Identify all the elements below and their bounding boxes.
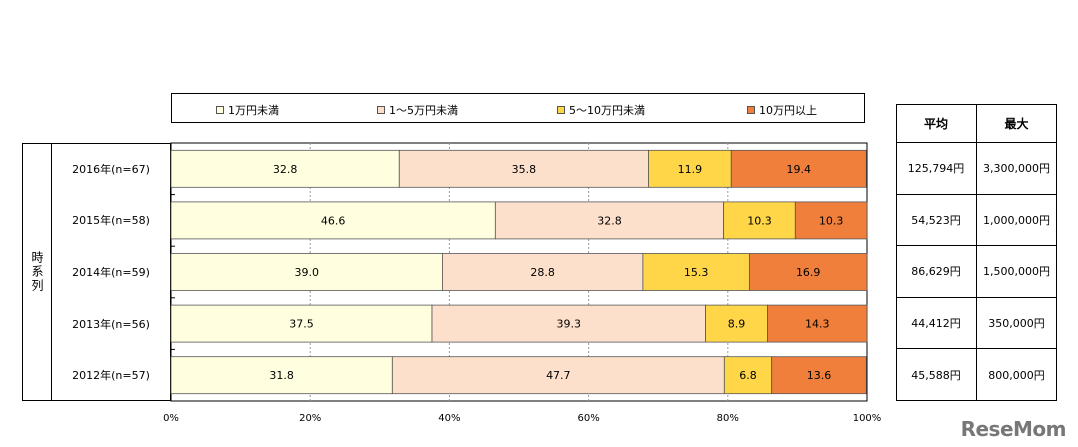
stats-value: 3,300,000円 [977, 143, 1057, 195]
bar-data-label: 14.3 [805, 318, 830, 331]
stats-header: 最大 [977, 104, 1057, 143]
bar-segment [431, 304, 706, 343]
bar-segment [648, 149, 732, 188]
legend-label: 10万円以上 [759, 104, 817, 117]
legend-swatch [557, 106, 565, 114]
bar-segment [391, 356, 725, 395]
bar-data-label: 35.8 [512, 163, 537, 176]
bar-segment [442, 253, 644, 291]
bar-segment [642, 253, 750, 291]
stats-value: 1,000,000円 [977, 194, 1057, 247]
row-label: 2015年(n=58) [72, 214, 150, 228]
legend-swatch [747, 106, 755, 114]
stats-header: 平均 [896, 104, 977, 143]
bar-segment [170, 253, 443, 291]
bar-data-label: 10.3 [747, 214, 772, 227]
legend-item: 10万円以上 [747, 102, 817, 118]
row-label: 2016年(n=67) [72, 162, 150, 176]
bar-segment [494, 201, 725, 240]
bar-segment [748, 253, 868, 291]
bar-data-label: 10.3 [819, 214, 844, 227]
bar-data-label: 39.0 [294, 266, 319, 279]
bar-data-label: 8.9 [728, 318, 746, 331]
stats-value: 45,588円 [896, 349, 977, 401]
bar-segment [170, 201, 496, 240]
bar-data-label: 37.5 [289, 318, 314, 331]
bar-data-label: 47.7 [546, 369, 571, 382]
x-tick-label: 0% [163, 413, 179, 424]
bar-data-label: 46.6 [321, 214, 346, 227]
x-tick-label: 80% [717, 413, 739, 424]
bar-data-label: 6.8 [739, 369, 757, 382]
bar-segment [170, 304, 433, 343]
bar-data-label: 13.6 [807, 369, 832, 382]
bar-segment [771, 356, 867, 395]
stats-value: 800,000円 [977, 349, 1057, 401]
stats-value: 350,000円 [977, 297, 1057, 350]
stats-value: 44,412円 [896, 297, 977, 350]
bar-data-label: 31.8 [269, 369, 294, 382]
group-label: 時系列 [22, 143, 52, 401]
bar-segment [170, 356, 393, 395]
bar-segment [767, 304, 868, 343]
legend-label: 5～10万円未満 [569, 104, 645, 117]
legend-label: 1万円未満 [228, 104, 279, 117]
legend-label: 1～5万円未満 [389, 104, 458, 117]
bar-segment [398, 149, 649, 188]
bar-data-label: 11.9 [678, 163, 703, 176]
bar-data-label: 32.8 [273, 163, 298, 176]
row-label: 2013年(n=56) [72, 317, 150, 331]
stats-value: 125,794円 [896, 143, 977, 195]
x-tick-label: 20% [299, 413, 321, 424]
legend-item: 1～5万円未満 [377, 102, 458, 118]
legend-swatch [216, 106, 224, 114]
bar-data-label: 15.3 [684, 266, 709, 279]
legend-item: 5～10万円未満 [557, 102, 645, 118]
bar-segment [730, 149, 867, 188]
row-label: 2012年(n=57) [72, 369, 150, 383]
x-tick-label: 60% [577, 413, 599, 424]
bar-data-label: 19.4 [787, 163, 812, 176]
bar-segment [723, 356, 773, 395]
stats-value: 86,629円 [896, 246, 977, 298]
bar-segment [794, 201, 868, 240]
bar-data-label: 16.9 [796, 266, 821, 279]
bar-data-label: 28.8 [530, 266, 555, 279]
x-tick-label: 40% [438, 413, 460, 424]
watermark-logo: ReseMom [960, 417, 1067, 441]
bar-data-label: 32.8 [597, 214, 622, 227]
row-label: 2014年(n=59) [72, 265, 150, 279]
bar-segment [170, 149, 400, 188]
bar-segment [723, 201, 796, 240]
legend-swatch [377, 106, 385, 114]
stats-value: 54,523円 [896, 194, 977, 247]
bar-data-label: 39.3 [557, 318, 582, 331]
stats-value: 1,500,000円 [977, 246, 1057, 298]
chart-legend: 1万円未満 1～5万円未満 5～10万円未満 10万円以上 [171, 93, 865, 123]
x-tick-label: 100% [853, 413, 882, 424]
bar-segment [705, 304, 768, 343]
legend-item: 1万円未満 [216, 102, 279, 118]
